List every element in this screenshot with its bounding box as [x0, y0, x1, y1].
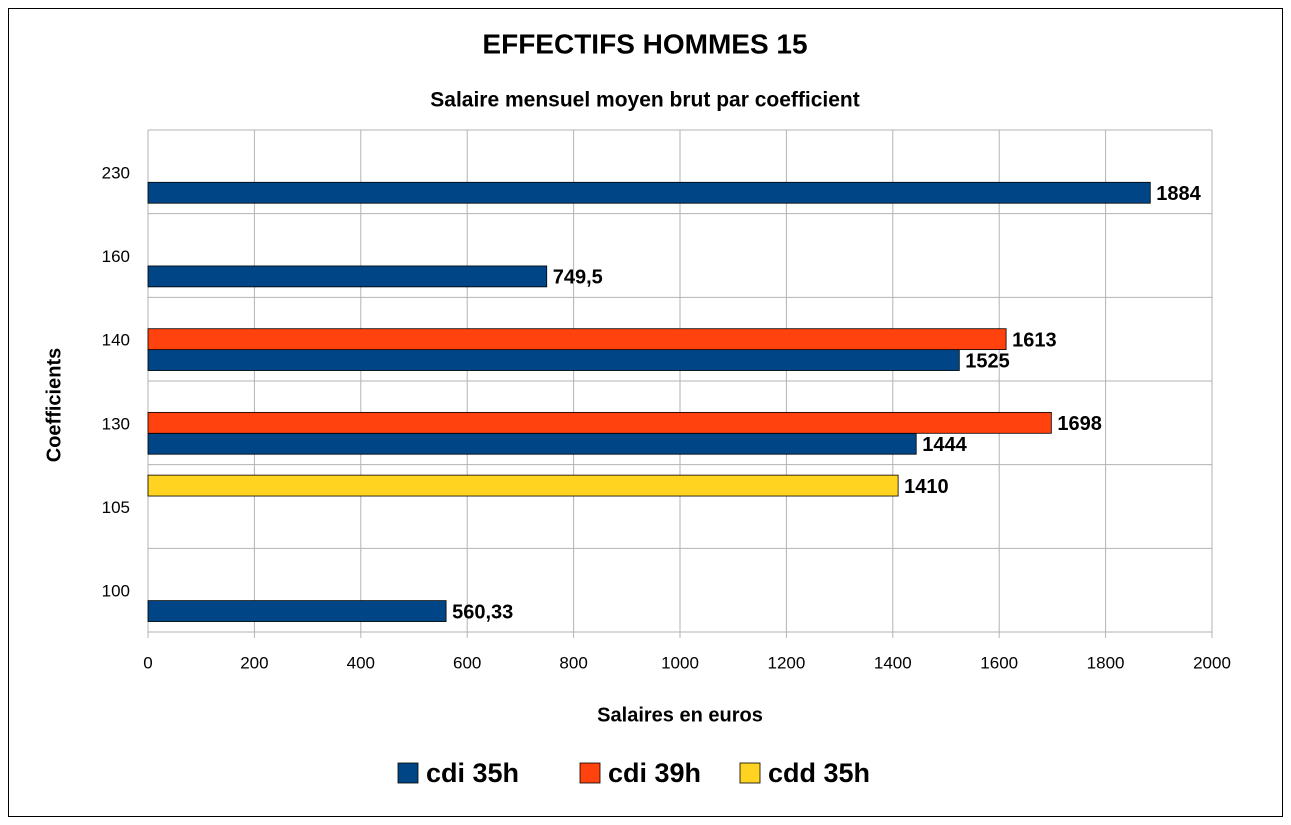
bar: [147, 411, 1052, 434]
x-axis-title: Salaires en euros: [597, 704, 763, 726]
x-tick-label: 0: [143, 653, 152, 672]
x-tick-label: 200: [240, 653, 268, 672]
y-tick-label: 105: [102, 498, 130, 517]
x-tick-label: 600: [453, 653, 481, 672]
data-label: 1525: [965, 350, 1010, 372]
y-tick-label: 130: [102, 414, 130, 433]
legend-label: cdi 39h: [608, 758, 701, 788]
bar: [147, 265, 548, 288]
data-label: 1444: [922, 434, 967, 456]
x-tick-label: 1000: [661, 653, 699, 672]
chart-title: EFFECTIFS HOMMES 15: [482, 28, 807, 59]
bar: [147, 474, 899, 497]
bar: [147, 328, 1007, 351]
legend-label: cdd 35h: [768, 758, 870, 788]
x-tick-label: 1400: [874, 653, 912, 672]
y-tick-label: 100: [102, 582, 130, 601]
data-label: 749,5: [553, 267, 603, 289]
x-tick-label: 1800: [1087, 653, 1125, 672]
bar: [147, 349, 960, 371]
bar: [147, 432, 917, 455]
chart-subtitle: Salaire mensuel moyen brut par coefficie…: [430, 89, 859, 112]
bar: [147, 600, 447, 622]
y-tick-label: 230: [102, 163, 130, 182]
x-tick-label: 1600: [980, 653, 1018, 672]
data-label: 1884: [1156, 183, 1201, 205]
bar: [147, 181, 1151, 204]
x-tick-label: 2000: [1193, 653, 1231, 672]
legend-swatch: [579, 762, 601, 784]
x-tick-label: 1200: [767, 653, 805, 672]
y-axis-title: Coefficients: [43, 348, 65, 462]
legend-swatch: [739, 762, 761, 784]
data-label: 1698: [1057, 413, 1102, 435]
y-tick-label: 160: [102, 247, 130, 266]
x-tick-label: 400: [347, 653, 375, 672]
data-label: 1613: [1012, 329, 1056, 351]
legend-label: cdi 35h: [426, 758, 519, 788]
x-tick-label: 800: [559, 653, 587, 672]
data-label: 560,33: [452, 601, 513, 623]
data-label: 1410: [904, 476, 949, 498]
y-tick-label: 140: [102, 331, 130, 350]
legend-swatch: [397, 762, 419, 784]
